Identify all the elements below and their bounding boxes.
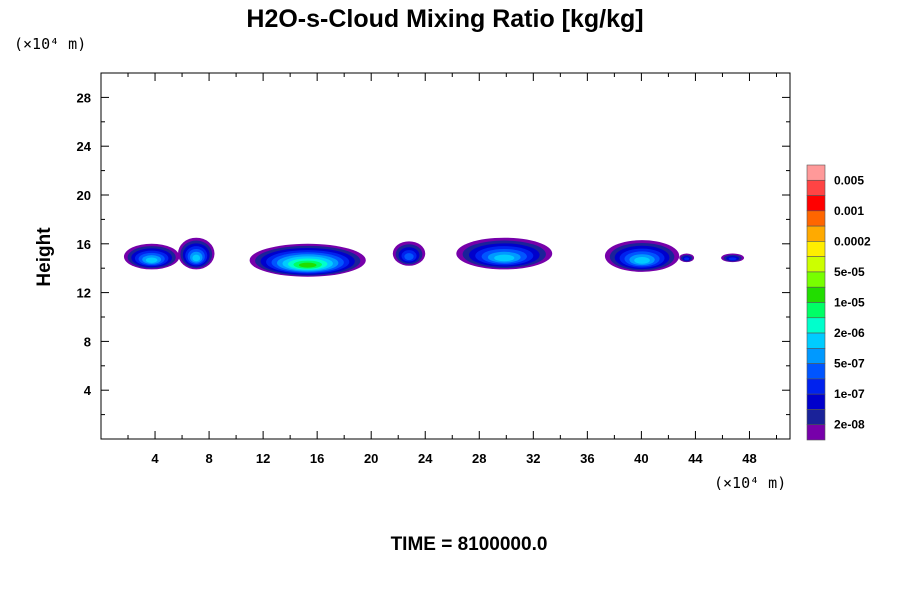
x-tick-label: 8 <box>205 451 212 466</box>
colorbar-swatch <box>806 179 826 196</box>
y-tick-label: 12 <box>77 286 91 301</box>
x-tick-label: 28 <box>472 451 486 466</box>
colorbar-swatch <box>806 210 826 227</box>
x-tick-labels: 4 8 12 16 20 24 28 32 36 40 44 48 <box>151 451 756 466</box>
x-tick-label: 12 <box>256 451 270 466</box>
colorbar-label: 0.001 <box>834 204 864 218</box>
colorbar-swatch <box>806 332 826 349</box>
y-tick-label: 20 <box>77 188 91 203</box>
cloud-contour-band <box>684 257 690 261</box>
y-tick-label: 8 <box>84 334 91 349</box>
colorbar-label: 1e-05 <box>834 296 865 310</box>
colorbar-swatch <box>806 271 826 288</box>
colorbar-label: 5e-05 <box>834 265 865 279</box>
cloud-contour-band <box>192 254 201 262</box>
y-tick-label: 28 <box>77 90 91 105</box>
colorbar-swatch <box>806 302 826 319</box>
colorbar-swatch <box>806 225 826 242</box>
y-tick-label: 24 <box>77 139 92 154</box>
cloud-body <box>604 240 680 272</box>
x-tick-label: 20 <box>364 451 378 466</box>
y-tick-label: 16 <box>77 237 91 252</box>
cloud-contour-band <box>404 253 414 261</box>
y-tick-label: 4 <box>84 383 92 398</box>
colorbar-swatch <box>806 424 826 441</box>
cloud-body <box>456 237 553 270</box>
colorbar-swatch <box>806 164 826 181</box>
x-unit-label: (×10⁴ m) <box>714 474 786 492</box>
colorbar-swatch <box>806 256 826 273</box>
colorbar-swatch <box>806 241 826 257</box>
colorbar-swatch <box>806 378 826 395</box>
chart-title: H2O-s-Cloud Mixing Ratio [kg/kg] <box>246 5 643 33</box>
cloud-body <box>249 243 366 277</box>
x-tick-label: 24 <box>418 451 433 466</box>
y-unit-label: (×10⁴ m) <box>14 35 86 53</box>
cloud-contours <box>123 237 745 277</box>
colorbar-swatch <box>806 363 826 380</box>
colorbar-swatch <box>806 409 826 426</box>
colorbar-swatch <box>806 317 826 334</box>
cloud-body <box>178 237 215 270</box>
cloud-contour-band <box>298 262 317 268</box>
colorbar-label: 0.005 <box>834 173 864 187</box>
colorbar-label: 5e-07 <box>834 357 865 371</box>
x-tick-label: 48 <box>742 451 756 466</box>
axis-ticks <box>101 73 790 439</box>
colorbar-swatch <box>806 195 826 212</box>
colorbar-label: 2e-08 <box>834 418 865 432</box>
cloud-body <box>721 253 745 263</box>
x-tick-label: 44 <box>688 451 703 466</box>
colorbar-label: 0.0002 <box>834 234 871 248</box>
colorbar-label: 1e-07 <box>834 387 865 401</box>
colorbar-label: 2e-06 <box>834 326 865 340</box>
y-axis-label: Height <box>34 227 55 287</box>
cloud-contour-band <box>145 257 158 263</box>
time-label: TIME = 8100000.0 <box>391 534 548 555</box>
x-tick-label: 36 <box>580 451 594 466</box>
y-tick-labels: 4 8 12 16 20 24 28 <box>77 90 92 398</box>
cloud-contour-band <box>728 257 737 261</box>
cloud-contour-band <box>494 254 515 262</box>
cloud-body <box>679 253 695 263</box>
colorbar-swatch <box>806 286 826 303</box>
cloud-body <box>123 243 180 270</box>
x-tick-label: 16 <box>310 451 324 466</box>
x-tick-label: 40 <box>634 451 648 466</box>
cloud-body <box>392 241 426 266</box>
colorbar-swatch <box>806 393 826 410</box>
cloud-contour-band <box>634 257 650 264</box>
colorbar: 0.005 0.001 0.0002 5e-05 1e-05 2e-06 5e-07 1e-0… <box>806 164 871 441</box>
x-tick-label: 4 <box>151 451 159 466</box>
colorbar-swatch <box>806 348 826 364</box>
x-tick-label: 32 <box>526 451 540 466</box>
plot-frame <box>100 72 791 440</box>
